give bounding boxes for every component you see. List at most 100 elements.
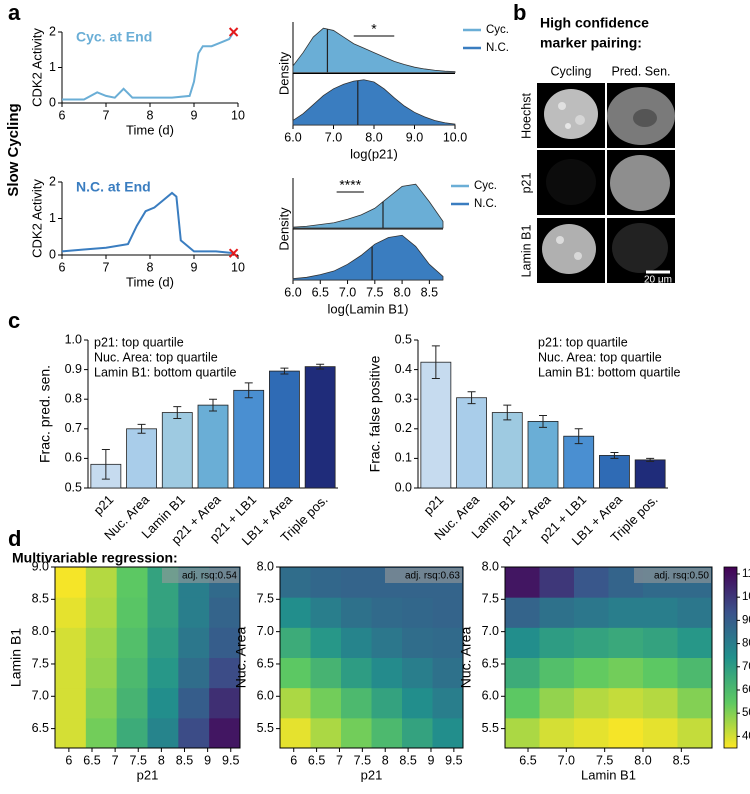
x-tick-label: 8 xyxy=(382,753,389,767)
contour-cell xyxy=(178,597,210,628)
annotation: p21: top quartile xyxy=(538,335,628,349)
contour-cell xyxy=(539,687,575,719)
x-tick-label: 9.0 xyxy=(406,130,423,144)
contour-cell xyxy=(55,657,87,689)
contour-cell xyxy=(402,687,433,719)
legend-label: Cyc. xyxy=(474,180,497,192)
plot-frame xyxy=(504,566,713,749)
y-tick-label: 9.0 xyxy=(32,559,49,573)
end-marker xyxy=(228,27,239,37)
column-label: Cycling xyxy=(551,64,592,78)
error-bar xyxy=(574,428,583,445)
contour-cell xyxy=(55,687,87,719)
x-tick-label: 8.0 xyxy=(365,130,382,144)
contour-cell xyxy=(310,687,342,719)
contour-cell xyxy=(147,657,179,689)
y-axis-label: Frac. pred. sen. xyxy=(37,365,53,463)
colorbar xyxy=(723,566,738,749)
y-tick-label: 5.5 xyxy=(257,721,274,735)
contour-cell xyxy=(178,657,210,689)
bar xyxy=(304,366,336,489)
annotation: p21: top quartile xyxy=(94,335,184,349)
contour-cell xyxy=(85,717,118,749)
bar xyxy=(161,412,193,489)
y-axis-label: Density xyxy=(276,207,291,251)
x-tick-label: 7 xyxy=(112,753,119,767)
contour-cell xyxy=(371,717,403,749)
annotation: Nuc. Area: top quartile xyxy=(538,350,662,364)
y-tick-label: 7.0 xyxy=(482,624,499,638)
x-tick-label: 8 xyxy=(147,260,154,274)
y-tick-label: 5.5 xyxy=(482,721,499,735)
contour-cell xyxy=(402,627,433,658)
error-bar xyxy=(244,382,253,399)
contour-cell xyxy=(85,597,118,628)
y-tick-label: 0.6 xyxy=(65,451,82,465)
contour-cell xyxy=(677,627,713,658)
y-tick-label: 8.0 xyxy=(32,624,49,638)
annotation: Lamin B1: bottom quartile xyxy=(538,365,680,379)
x-tick-label: 9.5 xyxy=(222,753,239,767)
annotation: adj. rsq:0.63 xyxy=(405,571,460,582)
contour-cell xyxy=(310,627,342,658)
colorbar-tick-label: 110 xyxy=(742,568,750,580)
y-tick-label: 0.1 xyxy=(395,451,412,465)
bar xyxy=(456,397,487,489)
colorbar-tick-label: 70 xyxy=(742,661,750,673)
y-tick-label: 1 xyxy=(49,211,56,225)
y-axis-label: Nuc. Area xyxy=(233,627,249,689)
contour-cell xyxy=(55,597,87,628)
y-tick-label: 0 xyxy=(49,95,56,109)
y-tick-label: 1 xyxy=(49,60,56,74)
x-tick-label: 6.0 xyxy=(284,130,301,144)
contour-cell xyxy=(677,717,713,749)
contour-cell xyxy=(209,687,241,719)
significance-label: * xyxy=(371,21,377,37)
y-tick-label: 7.0 xyxy=(32,689,49,703)
row-label: p21 xyxy=(519,173,533,194)
contour-cell xyxy=(574,597,609,628)
y-tick-label: 0.7 xyxy=(65,421,82,435)
y-tick-label: 8.0 xyxy=(257,559,274,573)
colorbar-tick-label: 40 xyxy=(742,730,750,742)
bar xyxy=(634,459,666,489)
contour-cell xyxy=(209,627,241,658)
y-tick-label: 0.2 xyxy=(395,421,412,435)
error-bar xyxy=(137,423,146,434)
x-tick-label: 7 xyxy=(336,753,343,767)
plot-frame xyxy=(54,566,241,749)
bar xyxy=(491,412,523,489)
contour-cell xyxy=(85,687,118,719)
contour-cell xyxy=(280,657,311,689)
x-tick-label: 6 xyxy=(65,753,72,767)
density-area xyxy=(292,234,444,281)
x-tick-label: 9 xyxy=(191,260,198,274)
panel-letter: a xyxy=(8,0,21,25)
x-tick-label: 8.5 xyxy=(673,753,690,767)
contour-cell xyxy=(677,687,713,719)
contour-cell xyxy=(341,687,372,719)
x-tick-label: 8.5 xyxy=(421,285,438,299)
contour-cell xyxy=(505,687,540,719)
colorbar-tick-label: 80 xyxy=(742,638,750,650)
scale-bar-label: 20 μm xyxy=(644,275,672,286)
chart-title: Cyc. at End xyxy=(76,29,152,45)
bar xyxy=(420,361,452,489)
x-tick-label: 8.5 xyxy=(176,753,193,767)
contour-cell xyxy=(432,657,464,689)
x-tick-label: 7 xyxy=(103,260,110,274)
y-tick-label: 6.5 xyxy=(32,721,49,735)
contour-cell xyxy=(371,687,403,719)
contour-cell xyxy=(116,687,148,719)
contour-cell xyxy=(402,657,433,689)
contour-cell xyxy=(147,597,179,628)
x-tick-label: 7.5 xyxy=(130,753,147,767)
contour-cell xyxy=(677,657,713,689)
y-axis-label: Nuc. Area xyxy=(458,627,474,689)
x-tick-label: 7.0 xyxy=(325,130,342,144)
contour-cell xyxy=(85,627,118,658)
panel-title: High confidence xyxy=(540,15,649,31)
y-tick-label: 8.5 xyxy=(32,592,49,606)
colorbar-tick-label: 90 xyxy=(742,614,750,626)
x-tick-label: 8 xyxy=(158,753,165,767)
